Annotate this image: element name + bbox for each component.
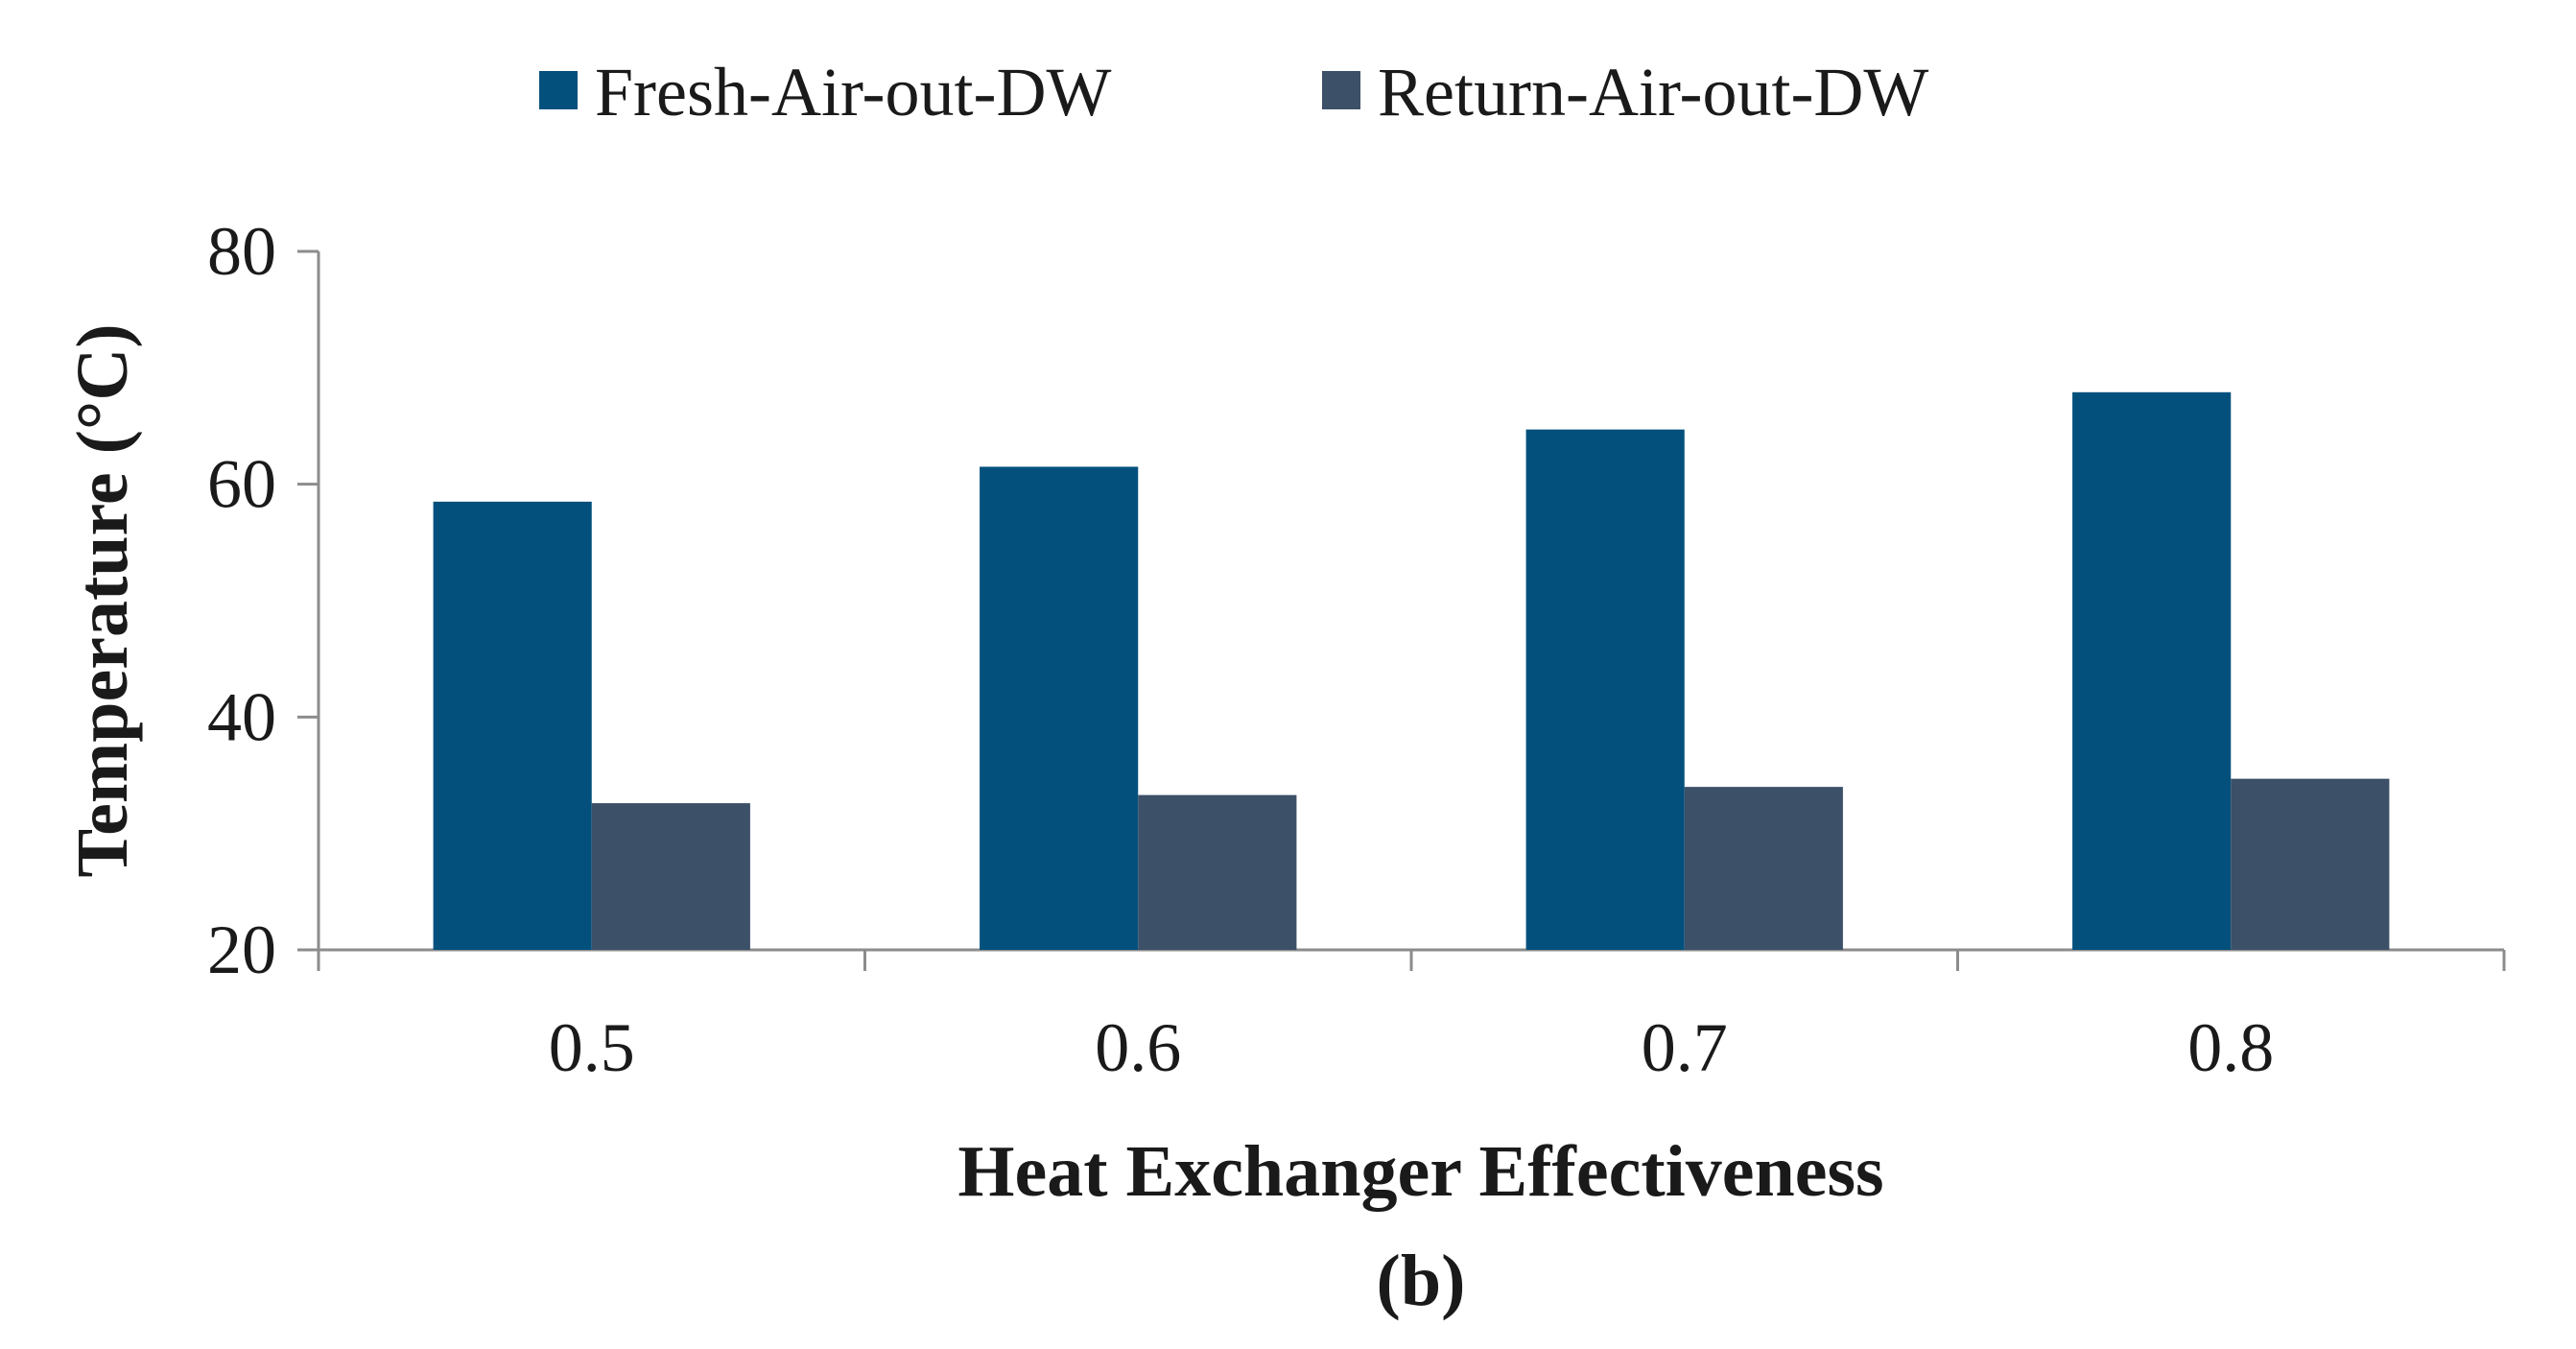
bar-fresh-air-0.6 bbox=[980, 466, 1138, 950]
bar-chart: Fresh-Air-out-DW Return-Air-out-DW 20 40 6… bbox=[0, 0, 2576, 1349]
x-tick-label: 0.6 bbox=[1095, 1009, 1181, 1086]
bar-return-air-0.6 bbox=[1138, 795, 1296, 950]
y-tick-label: 20 bbox=[207, 911, 276, 988]
y-tick-label: 80 bbox=[207, 213, 276, 290]
legend-swatch-fresh-air bbox=[539, 71, 578, 109]
x-tick-label: 0.7 bbox=[1642, 1009, 1728, 1086]
bar-fresh-air-0.5 bbox=[434, 502, 592, 950]
bar-return-air-0.5 bbox=[592, 803, 750, 950]
panel-label: (b) bbox=[1377, 1241, 1466, 1321]
x-axis-ticks: 0.5 0.6 0.7 0.8 bbox=[319, 950, 2504, 1086]
bar-return-air-0.8 bbox=[2231, 779, 2389, 950]
x-tick-label: 0.5 bbox=[549, 1009, 635, 1086]
y-axis-title: Temperature (°C) bbox=[62, 323, 143, 877]
legend-label-return-air: Return-Air-out-DW bbox=[1378, 54, 1928, 130]
bar-return-air-0.7 bbox=[1685, 787, 1843, 950]
bar-fresh-air-0.7 bbox=[1526, 430, 1685, 950]
x-axis-title: Heat Exchanger Effectiveness bbox=[957, 1131, 1883, 1212]
legend: Fresh-Air-out-DW Return-Air-out-DW bbox=[539, 54, 1928, 130]
legend-label-fresh-air: Fresh-Air-out-DW bbox=[595, 54, 1111, 130]
legend-swatch-return-air bbox=[1322, 71, 1360, 109]
y-tick-label: 60 bbox=[207, 446, 276, 523]
bar-fresh-air-0.8 bbox=[2072, 392, 2231, 950]
bars bbox=[434, 392, 2390, 950]
y-tick-label: 40 bbox=[207, 678, 276, 755]
x-tick-label: 0.8 bbox=[2187, 1009, 2274, 1086]
y-axis-ticks: 20 40 60 80 bbox=[207, 213, 319, 988]
